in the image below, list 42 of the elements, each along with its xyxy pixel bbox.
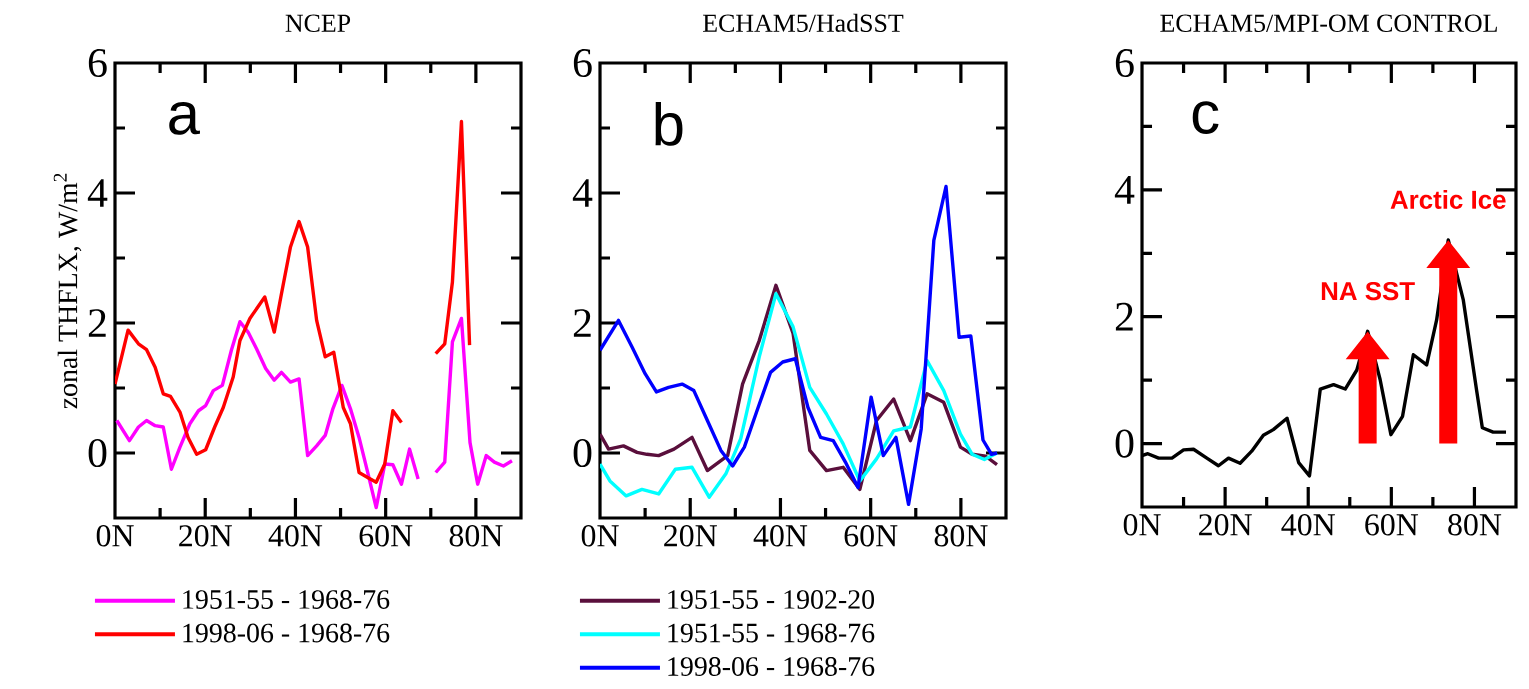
y-axis-title: zonal THFLX, W/m$^{2}$ bbox=[53, 173, 82, 409]
y-tick-label: 4 bbox=[87, 179, 108, 207]
annotation: NA SST bbox=[1321, 281, 1415, 301]
line-series bbox=[600, 184, 999, 507]
y-tick-label: 6 bbox=[573, 48, 592, 78]
x-tick-label: 80N bbox=[449, 525, 503, 547]
y-tick-label: 2 bbox=[1115, 302, 1133, 331]
legend-label: 1951-55 - 1902-20 bbox=[668, 590, 875, 609]
x-tick-label: 80N bbox=[1448, 514, 1502, 536]
chart-title: ECHAM5/MPI-OM CONTROL bbox=[1160, 14, 1497, 32]
annotation: Arctic Ice bbox=[1390, 189, 1506, 209]
x-tick-label: 0N bbox=[581, 525, 619, 547]
x-tick-label: 60N bbox=[359, 525, 413, 547]
x-tick-label: 0N bbox=[1123, 514, 1161, 536]
x-tick-label: 60N bbox=[844, 525, 898, 547]
y-tick-label: 6 bbox=[88, 48, 107, 78]
x-tick-label: 40N bbox=[753, 525, 808, 547]
annotation: c bbox=[1192, 101, 1219, 134]
y-tick-label: 2 bbox=[573, 309, 591, 337]
annotation: a bbox=[169, 101, 200, 135]
x-tick-label: 20N bbox=[664, 525, 717, 547]
x-tick-label: 60N bbox=[1365, 514, 1419, 536]
x-tick-label: 20N bbox=[1199, 514, 1252, 536]
y-tick-label: 0 bbox=[573, 438, 592, 468]
chart-title: ECHAM5/HadSST bbox=[703, 13, 904, 32]
legend-label: 1998-06 - 1968-76 bbox=[668, 657, 875, 676]
chart-title: NCEP bbox=[285, 14, 351, 32]
y-tick-label: 2 bbox=[88, 309, 106, 337]
y-tick-label: 0 bbox=[1115, 429, 1134, 458]
x-tick-label: 0N bbox=[96, 525, 134, 547]
legend-label: 1951-55 - 1968-76 bbox=[183, 590, 390, 609]
legend-label: 1951-55 - 1968-76 bbox=[668, 623, 875, 643]
y-tick-label: 0 bbox=[88, 438, 107, 468]
x-tick-label: 20N bbox=[179, 525, 232, 547]
x-tick-label: 40N bbox=[268, 525, 323, 547]
y-tick-label: 4 bbox=[1114, 176, 1135, 204]
y-tick-label: 4 bbox=[572, 179, 593, 207]
x-tick-label: 40N bbox=[1281, 514, 1335, 536]
annotation: b bbox=[655, 101, 683, 146]
y-tick-label: 6 bbox=[1115, 48, 1134, 78]
legend-label: 1998-06 - 1968-76 bbox=[183, 623, 390, 643]
x-tick-label: 80N bbox=[934, 525, 988, 547]
